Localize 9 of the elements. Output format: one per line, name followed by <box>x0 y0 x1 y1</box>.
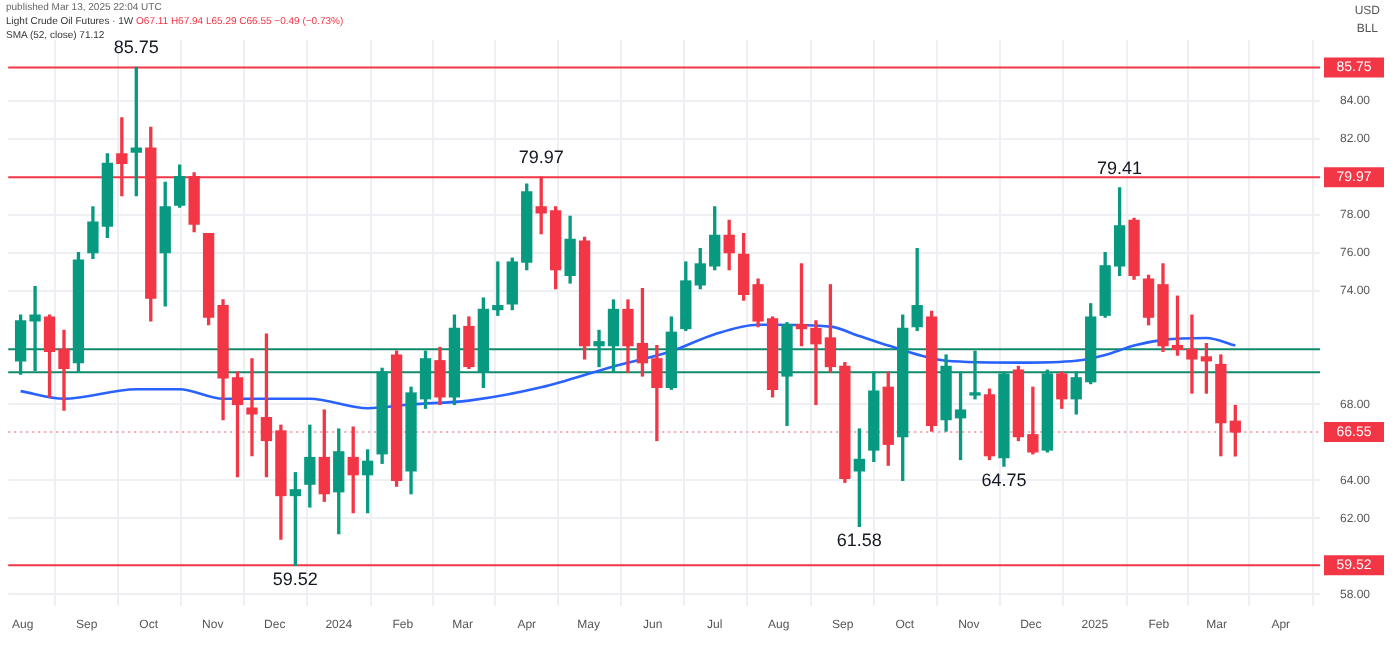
candlestick <box>246 358 258 457</box>
annotation: 61.58 <box>836 530 882 551</box>
annotation: 64.75 <box>981 470 1027 491</box>
line-series <box>19 323 1237 410</box>
annotation: 85.75 <box>113 37 159 58</box>
annotation: 79.41 <box>1097 157 1143 178</box>
annotation: 79.97 <box>518 147 564 168</box>
candlestick <box>969 350 981 400</box>
annotation: 59.52 <box>272 569 318 590</box>
